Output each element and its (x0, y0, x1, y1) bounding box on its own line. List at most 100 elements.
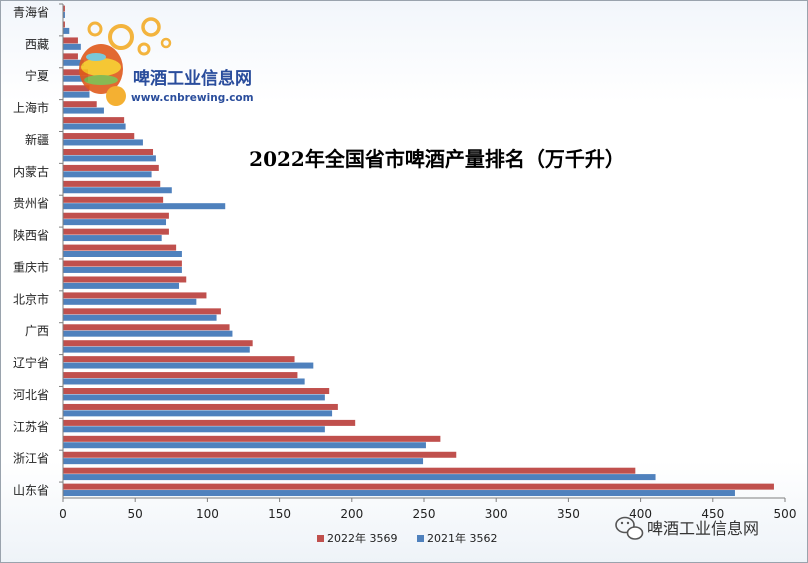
bar-2021-10 (63, 171, 152, 178)
bar-2021-11 (63, 187, 172, 194)
y-category-label: 上海市 (13, 100, 49, 115)
x-tick-label: 450 (701, 507, 724, 521)
bar-2021-21 (63, 346, 250, 353)
bubbles-icon (87, 17, 172, 56)
bar-2021-20 (63, 330, 233, 337)
wechat-icon (615, 516, 644, 540)
x-tick-label: 250 (413, 507, 436, 521)
bar-2021-16 (63, 266, 182, 273)
x-tick-label: 50 (128, 507, 143, 521)
y-category-label: 新疆 (25, 132, 49, 147)
bar-2021-5 (63, 91, 90, 98)
bar-2021-7 (63, 123, 126, 130)
bar-2022-7 (63, 117, 125, 124)
y-labels-group: 青海省西藏宁夏上海市新疆内蒙古贵州省陕西省重庆市北京市广西辽宁省河北省江苏省浙江… (13, 3, 63, 498)
legend-swatch-2021 (417, 535, 424, 542)
bar-2022-6 (63, 101, 97, 108)
bar-2022-5 (63, 85, 90, 92)
bar-2022-22 (63, 356, 295, 363)
x-tick-label: 100 (196, 507, 219, 521)
bar-2021-14 (63, 235, 162, 242)
watermark: 啤酒工业信息网 (615, 516, 759, 540)
bar-2021-1 (63, 27, 70, 34)
bar-2022-12 (63, 196, 164, 203)
bar-2022-0 (63, 5, 65, 12)
x-tick-label: 350 (557, 507, 580, 521)
bar-2022-1 (63, 21, 65, 28)
y-category-label: 浙江省 (13, 452, 49, 466)
x-tick-label: 300 (485, 507, 508, 521)
brand-logo: 啤酒工业信息网 www.cnbrewing.com (79, 17, 254, 106)
bar-2022-23 (63, 372, 298, 379)
bar-2022-24 (63, 388, 330, 395)
legend: 2022年 3569 2021年 3562 (317, 531, 498, 545)
bar-2022-15 (63, 244, 177, 251)
bar-2022-21 (63, 340, 253, 347)
bar-2022-27 (63, 435, 441, 442)
bar-2022-16 (63, 260, 182, 267)
bar-2022-11 (63, 180, 161, 187)
bar-2022-26 (63, 419, 356, 426)
y-category-label: 广西 (25, 324, 49, 338)
bar-2022-25 (63, 403, 338, 410)
bar-2022-9 (63, 148, 154, 155)
x-tick-label: 150 (268, 507, 291, 521)
bar-2022-28 (63, 451, 457, 458)
bar-2021-13 (63, 219, 167, 226)
y-category-label: 陕西省 (13, 228, 49, 243)
watermark-text: 啤酒工业信息网 (647, 519, 759, 538)
y-category-label: 河北省 (13, 388, 49, 402)
y-category-label: 北京市 (13, 291, 49, 306)
bar-2022-19 (63, 308, 221, 315)
y-category-label: 重庆市 (13, 259, 49, 274)
globe-icon (79, 44, 126, 106)
bar-2021-27 (63, 442, 426, 449)
y-category-label: 青海省 (13, 4, 49, 19)
bar-2021-22 (63, 362, 314, 369)
bar-2021-19 (63, 314, 217, 321)
bar-2021-24 (63, 394, 325, 401)
y-category-label: 贵州省 (13, 197, 49, 211)
logo-url: www.cnbrewing.com (131, 92, 254, 104)
bar-2022-17 (63, 276, 187, 283)
bar-2021-6 (63, 107, 104, 114)
legend-swatch-2022 (317, 535, 324, 542)
bar-2021-4 (63, 75, 89, 82)
bar-2021-0 (63, 11, 65, 18)
y-category-label: 山东省 (13, 484, 49, 498)
y-category-label: 西藏 (25, 37, 49, 51)
legend-label-2021: 2021年 3562 (427, 531, 498, 545)
bar-2021-18 (63, 298, 197, 305)
x-tick-label: 0 (59, 507, 67, 521)
bar-2021-3 (63, 59, 84, 66)
legend-label-2022: 2022年 3569 (327, 531, 398, 545)
bar-2022-4 (63, 69, 89, 76)
bar-2021-12 (63, 203, 226, 210)
bar-2021-30 (63, 490, 735, 497)
y-category-label: 江苏省 (13, 420, 49, 434)
bar-2021-23 (63, 378, 305, 385)
bar-2021-2 (63, 43, 81, 50)
y-category-label: 宁夏 (25, 68, 49, 83)
x-ticks-group: 0 50 100 150 200 250 300 350 400 450 500 (59, 498, 796, 521)
bar-2022-13 (63, 212, 169, 219)
bar-2022-8 (63, 133, 135, 140)
y-category-label: 辽宁省 (13, 355, 49, 370)
bar-2021-26 (63, 426, 325, 433)
bar-2021-28 (63, 458, 424, 465)
bar-2021-9 (63, 155, 156, 162)
bar-2022-2 (63, 37, 78, 44)
bar-2021-29 (63, 474, 656, 481)
x-tick-label: 400 (629, 507, 652, 521)
bar-2022-18 (63, 292, 207, 299)
x-tick-label: 500 (774, 507, 797, 521)
bar-2021-25 (63, 410, 333, 417)
x-tick-label: 200 (340, 507, 363, 521)
chart-title: 2022年全国省市啤酒产量排名（万千升） (249, 147, 625, 171)
bar-2022-30 (63, 483, 774, 490)
bars-group (63, 5, 774, 497)
bar-2022-14 (63, 228, 169, 235)
bar-2021-8 (63, 139, 143, 146)
